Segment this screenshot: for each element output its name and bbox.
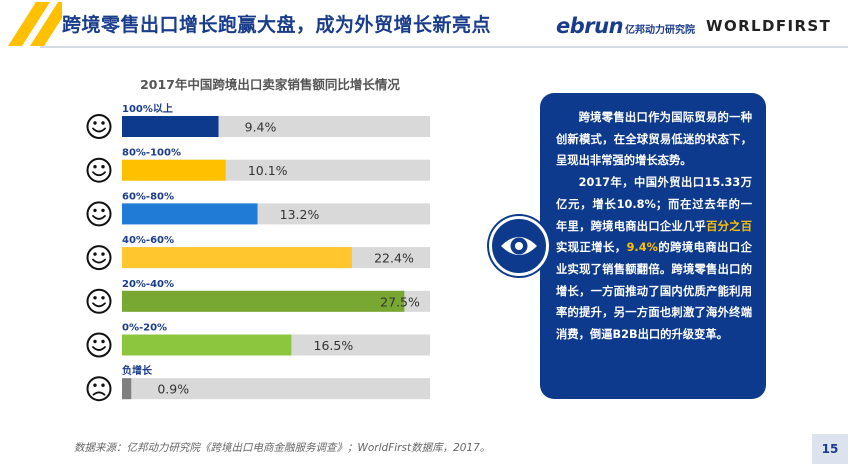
summary-paragraph-1: 跨境零售出口作为国际贸易的一种创新模式，在全球贸易低迷的状态下，呈现出非常强的增… <box>556 111 752 168</box>
face-eye-right <box>101 252 105 256</box>
category-label: 80%-100% <box>122 148 181 159</box>
bar-value-label: 22.4% <box>374 251 414 266</box>
highlight-hundred-percent: 百分之百 <box>706 219 752 233</box>
bar <box>122 247 352 269</box>
header-divider <box>40 46 848 48</box>
bar-value-label: 9.4% <box>245 120 277 135</box>
face-eye-right <box>101 339 105 344</box>
category-label: 60%-80% <box>122 191 174 202</box>
face-icon <box>86 376 112 402</box>
page-title: 跨境零售出口增长跑赢大盘，成为外贸增长新亮点 <box>62 14 492 36</box>
face-mouth-smile <box>92 302 106 308</box>
face-icon <box>86 201 112 227</box>
ebrun-logo-word: ebrun <box>556 14 624 38</box>
bar <box>122 378 132 400</box>
summary-text-a: 2017年，中国外贸出口15.33万亿元，增长10.8%；而在过去年的一年里，跨… <box>556 176 752 233</box>
face-eye-left <box>93 339 97 344</box>
face-eye-right <box>101 383 105 387</box>
chart-title: 2017年中国跨境出口卖家销售额同比增长情况 <box>140 77 400 92</box>
ebrun-logo-cn: 亿邦动力研究院 <box>625 25 696 36</box>
worldfirst-logo: WORLDFIRST <box>706 17 832 35</box>
page-number: 15 <box>812 434 848 464</box>
face-eye-left <box>93 252 97 256</box>
summary-text-b: 实现正增长， <box>556 241 627 255</box>
face-eye-right <box>101 296 105 300</box>
face-icon <box>86 332 112 358</box>
face-mouth-smile <box>92 171 106 177</box>
bar <box>122 159 226 181</box>
bar <box>122 116 219 137</box>
face-icon <box>86 245 112 271</box>
category-label: 20%-40% <box>122 279 174 290</box>
face-mouth-smile <box>92 346 106 351</box>
summary-text-c: 的跨境电商出口企业实现了销售额翻倍。跨境零售出口的增长，一方面推动了国内优质产能… <box>556 241 752 342</box>
bar <box>122 334 292 356</box>
face-mouth-smile <box>92 258 106 264</box>
summary-panel: 跨境零售出口作为国际贸易的一种创新模式，在全球贸易低迷的状态下，呈现出非常强的增… <box>540 93 766 399</box>
category-label: 100%以上 <box>122 102 173 115</box>
face-eye-left <box>93 383 97 387</box>
face-eye-right <box>101 208 105 213</box>
eye-badge <box>489 216 549 276</box>
face-mouth-frown <box>92 391 106 396</box>
face-icon <box>86 114 112 139</box>
face-icon <box>86 288 112 314</box>
bar-track <box>122 378 430 400</box>
face-mouth-smile <box>92 127 106 133</box>
bar-value-label: 27.5% <box>380 294 420 309</box>
data-source-note: 数据来源：亿邦动力研究院《跨境出口电商金融服务调查》；WorldFirst数据库… <box>74 442 491 454</box>
growth-bar-chart: 100%以上 9.4% 80%-100% 10.1% 60%-80% 13.2% 40%-6… <box>86 102 430 402</box>
face-eye-left <box>93 121 97 125</box>
highlight-nine-point-four: 9.4% <box>626 241 658 255</box>
bar-value-label: 16.5% <box>314 338 354 353</box>
category-label: 40%-60% <box>122 235 174 246</box>
bar <box>122 203 258 225</box>
bar-value-label: 0.9% <box>157 382 189 397</box>
summary-paragraph-2: 2017年，中国外贸出口15.33万亿元，增长10.8%；而在过去年的一年里，跨… <box>556 172 752 346</box>
bar-value-label: 13.2% <box>280 207 320 222</box>
face-eye-right <box>101 121 105 125</box>
face-icon <box>86 157 112 183</box>
category-label: 负增长 <box>122 364 153 377</box>
face-eye-left <box>93 165 97 169</box>
category-label: 0%-20% <box>122 323 167 334</box>
ebrun-logo: ebrun 亿邦动力研究院 <box>556 12 695 40</box>
face-eye-left <box>93 296 97 300</box>
bar <box>122 290 405 312</box>
face-mouth-smile <box>92 215 106 220</box>
eye-icon <box>501 237 537 255</box>
bar-value-label: 10.1% <box>248 163 288 178</box>
face-eye-left <box>93 208 97 213</box>
header-stripes-decoration <box>8 2 62 46</box>
face-eye-right <box>101 165 105 169</box>
